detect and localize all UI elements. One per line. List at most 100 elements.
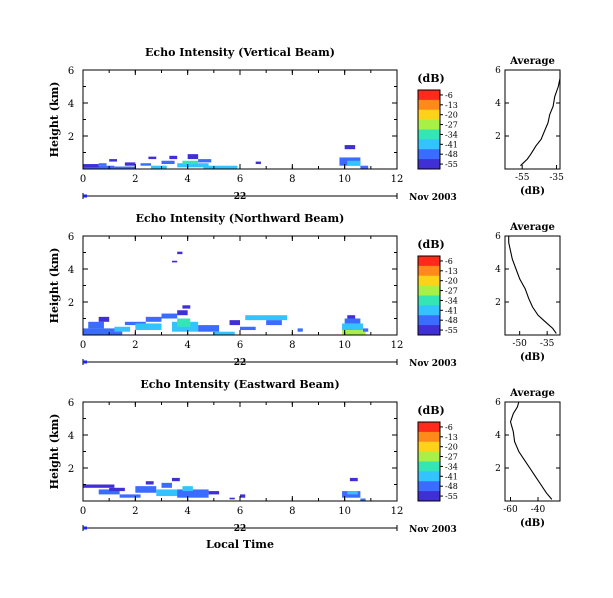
heatmap-cell [177, 318, 191, 327]
date-label: Nov 2003 [409, 193, 457, 203]
x-tick-label: 12 [391, 174, 404, 185]
colorbar-tick-label: -6 [445, 423, 453, 432]
y-tick-label: 4 [68, 431, 74, 442]
heatmap-cell [203, 165, 238, 169]
heatmap-cell [88, 321, 104, 329]
y-axis-label: Height (km) [48, 248, 61, 324]
x-tick-label: 8 [289, 174, 295, 185]
avg-x-tick-label: -50 [512, 339, 527, 349]
colorbar-swatch [418, 471, 440, 482]
heatmap-cell [198, 159, 212, 163]
colorbar-title: (dB) [417, 238, 444, 251]
colorbar-swatch [418, 99, 440, 111]
x-tick-label: 2 [132, 174, 138, 185]
heatmap-cell [98, 163, 107, 166]
heatmap-cell [182, 305, 191, 309]
chart-title: Echo Intensity (Northward Beam) [136, 212, 345, 225]
plot-frame [82, 401, 398, 502]
colorbar-tick-label: -48 [445, 482, 458, 491]
colorbar-swatch [418, 491, 440, 502]
colorbar-frame [417, 421, 441, 502]
day-bar-marker [83, 194, 87, 198]
colorbar-tick-label: -34 [445, 130, 458, 139]
avg-y-tick-label: 4 [495, 265, 501, 275]
x-tick-label: 12 [391, 506, 404, 517]
heatmap-cell [161, 160, 175, 165]
heatmap-cell [161, 313, 178, 319]
colorbar-tick-label: -41 [445, 472, 458, 481]
heatmap-cell [347, 315, 356, 319]
colorbar-swatch [418, 275, 440, 287]
colorbar-tick-label: -13 [445, 433, 458, 442]
avg-y-tick-label: 2 [495, 464, 501, 474]
colorbar-tick-label: -48 [445, 150, 458, 159]
heatmap-cell [240, 326, 256, 331]
avg-profile-line [520, 71, 561, 167]
avg-y-tick-label: 4 [495, 431, 501, 441]
heatmap-cell [83, 164, 99, 168]
colorbar-frame [417, 89, 441, 170]
x-tick-label: 6 [237, 174, 243, 185]
heatmap-cell [177, 489, 209, 498]
chart-title: Echo Intensity (Eastward Beam) [140, 378, 339, 391]
day-bar-marker [83, 526, 87, 530]
colorbar-swatch [418, 159, 440, 170]
x-tick-label: 2 [132, 506, 138, 517]
colorbar-tick-label: -6 [445, 257, 453, 266]
heatmap-cell [156, 489, 183, 497]
heatmap-cell [198, 325, 220, 332]
heatmap-cell [169, 155, 178, 160]
heatmap-cell [114, 326, 131, 332]
heatmap-cell [182, 486, 193, 492]
avg-y-tick-label: 6 [495, 232, 501, 242]
avg-profile-line [508, 236, 557, 334]
colorbar-tick-label: -20 [445, 111, 458, 120]
colorbar-swatch [418, 119, 440, 130]
avg-title: Average [509, 56, 555, 67]
avg-x-label: (dB) [520, 518, 545, 529]
colorbar-swatch [418, 451, 440, 462]
colorbar-tick-label: -27 [445, 121, 458, 130]
colorbar-tick-label: -6 [445, 91, 453, 100]
x-tick-label: 4 [184, 340, 190, 351]
colorbar-swatch [418, 109, 440, 121]
heatmap-cell [119, 494, 141, 498]
avg-y-tick-label: 2 [495, 132, 501, 142]
heatmap-cell [297, 328, 303, 332]
heatmap-cell [182, 160, 199, 165]
colorbar-tick-label: -34 [445, 296, 458, 305]
heatmap-cell [98, 316, 110, 322]
avg-x-tick-label: -60 [503, 505, 518, 515]
heatmap-cell [109, 487, 125, 492]
avg-title: Average [509, 388, 555, 399]
avg-profile-line [509, 401, 553, 500]
heatmap-cell [177, 251, 183, 255]
heatmap-cell [266, 320, 282, 326]
heatmap-cell [229, 320, 240, 326]
avg-frame [504, 235, 561, 336]
x-tick-label: 10 [338, 506, 351, 517]
heatmap-cell [177, 163, 209, 168]
heatmap-cell [362, 328, 369, 332]
colorbar-swatch [418, 285, 440, 296]
colorbar-tick-label: -55 [445, 160, 458, 169]
colorbar-swatch [418, 149, 440, 160]
heatmap-cell [187, 154, 199, 160]
colorbar-swatch [418, 90, 440, 101]
avg-x-tick-label: -35 [549, 173, 564, 183]
colorbar-tick-label: -41 [445, 140, 458, 149]
colorbar-swatch [418, 256, 440, 267]
colorbar-tick-label: -55 [445, 326, 458, 335]
avg-x-label: (dB) [520, 186, 545, 197]
day-label: 22 [234, 524, 247, 534]
y-tick-label: 6 [68, 232, 74, 243]
avg-x-tick-label: -40 [531, 505, 546, 515]
x-tick-label: 6 [237, 506, 243, 517]
colorbar-tick-label: -20 [445, 277, 458, 286]
heatmap-cell [124, 321, 146, 326]
colorbar-title: (dB) [417, 404, 444, 417]
heatmap-cell [135, 323, 162, 331]
date-label: Nov 2003 [409, 359, 457, 369]
heatmap-cell [229, 497, 235, 500]
heatmap-cell [171, 260, 178, 263]
